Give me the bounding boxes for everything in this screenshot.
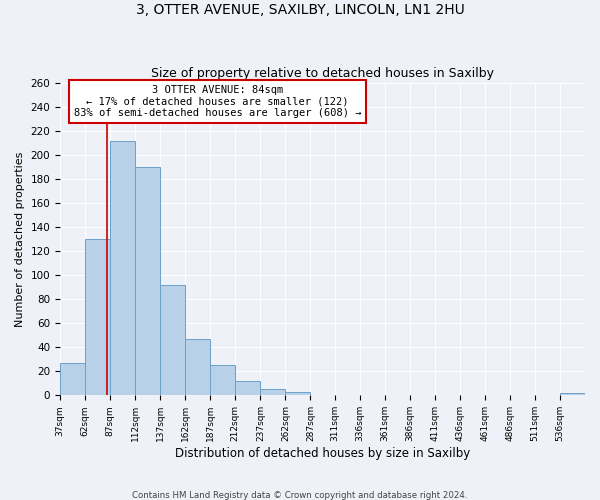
Bar (235, 381, 260, 396)
Bar (211, 366, 235, 396)
Text: 3, OTTER AVENUE, SAXILBY, LINCOLN, LN1 2HU: 3, OTTER AVENUE, SAXILBY, LINCOLN, LN1 2… (136, 2, 464, 16)
Bar (85, 240, 110, 396)
Bar (560, 393, 585, 396)
Bar (160, 285, 185, 396)
Title: Size of property relative to detached houses in Saxilby: Size of property relative to detached ho… (151, 66, 494, 80)
Y-axis label: Number of detached properties: Number of detached properties (15, 152, 25, 327)
Bar (135, 168, 160, 396)
X-axis label: Distribution of detached houses by size in Saxilby: Distribution of detached houses by size … (175, 447, 470, 460)
Text: Contains HM Land Registry data © Crown copyright and database right 2024.: Contains HM Land Registry data © Crown c… (132, 490, 468, 500)
Bar (185, 339, 211, 396)
Bar (286, 392, 310, 396)
Bar (60, 363, 85, 396)
Text: 3 OTTER AVENUE: 84sqm
← 17% of detached houses are smaller (122)
83% of semi-det: 3 OTTER AVENUE: 84sqm ← 17% of detached … (74, 85, 361, 118)
Bar (110, 141, 135, 396)
Bar (260, 390, 286, 396)
